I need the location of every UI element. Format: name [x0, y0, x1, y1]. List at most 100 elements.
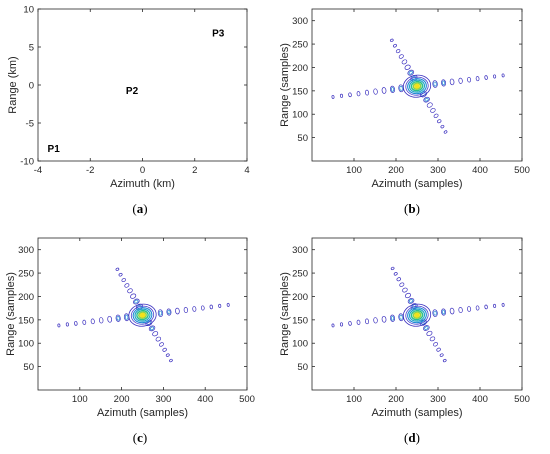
- sidelobe-contour: [183, 306, 189, 314]
- sidelobe-contour: [407, 69, 415, 76]
- sidelobe-contour: [356, 91, 361, 97]
- y-tick-label: 10: [23, 5, 34, 16]
- sidelobe-contour-inner: [424, 97, 429, 102]
- sidelobe-contour: [166, 308, 172, 316]
- sidelobe-contour: [115, 267, 120, 271]
- x-tick-label: 300: [155, 394, 171, 405]
- sidelobe-contour: [475, 305, 480, 311]
- sidelobe-contour: [175, 307, 180, 315]
- mainlobe-contour: [407, 307, 427, 324]
- sidelobe-contour: [348, 92, 352, 98]
- x-tick-label: 100: [346, 394, 362, 405]
- y-tick-label: 200: [18, 292, 34, 303]
- mainlobe-contour: [139, 312, 146, 318]
- sidelobe-contour: [74, 321, 78, 326]
- sidelobe-contour: [399, 282, 405, 287]
- panel-label: (a): [132, 201, 147, 216]
- sidelobe-contour: [65, 322, 69, 327]
- sidelobe-contour-inner: [134, 299, 139, 304]
- x-tick-label: 300: [430, 165, 446, 176]
- sidelobe-contour: [364, 318, 370, 325]
- sidelobe-contour: [390, 85, 396, 93]
- panel-c: 100 200 300 400 500 50 100 150 200 250 300 Azimuth …: [5, 237, 255, 445]
- sidelobe-contour: [364, 89, 370, 96]
- x-tick-label: 100: [346, 165, 362, 176]
- y-tick-label: 150: [292, 86, 308, 97]
- sidelobe-contour: [133, 298, 140, 305]
- sidelobe-contour: [423, 325, 430, 331]
- mainlobe-contour: [132, 307, 153, 324]
- sidelobe-contour: [439, 353, 444, 357]
- sidelobe-contour: [390, 314, 396, 322]
- mainlobe-contour: [410, 80, 424, 92]
- sidelobe-contour: [162, 347, 167, 352]
- sidelobe-contour: [57, 323, 61, 328]
- sidelobe-contour: [404, 64, 411, 70]
- sidelobe-contour: [419, 319, 427, 326]
- x-tick-label: 200: [388, 165, 404, 176]
- point-label-p3: P3: [212, 28, 225, 39]
- mainlobe-contour: [408, 308, 426, 322]
- sidelobe-contour: [381, 87, 387, 94]
- sidelobe-contour: [430, 108, 436, 113]
- x-tick-label: 200: [388, 394, 404, 405]
- y-tick-label: 50: [23, 362, 34, 373]
- sidelobe-contour: [226, 302, 230, 307]
- mainlobe-contour: [412, 82, 422, 90]
- sidelobe-contour: [404, 292, 411, 299]
- sidelobe-contour: [493, 74, 497, 79]
- y-tick-label: 300: [292, 245, 308, 256]
- sidelobe-contour: [115, 314, 121, 322]
- sidelobe-contour-inner: [399, 314, 403, 320]
- y-tick-label: 100: [292, 339, 308, 350]
- y-tick-label: 50: [297, 362, 308, 373]
- sidelobe-contour-inner: [433, 310, 437, 316]
- x-tick-label: 500: [239, 394, 255, 405]
- mainlobe-contour: [134, 308, 151, 322]
- y-tick-label: 250: [292, 269, 308, 280]
- x-tick-label: 500: [514, 394, 530, 405]
- sidelobe-contour: [475, 76, 480, 82]
- y-tick-label: 5: [29, 43, 34, 54]
- mainlobe-contour: [402, 303, 432, 327]
- sidelobe-contour: [398, 313, 404, 322]
- sidelobe-contour-inner: [124, 314, 129, 320]
- sidelobe-contour-inner: [424, 326, 429, 330]
- x-axis-title: Azimuth (samples): [371, 407, 462, 419]
- y-tick-label: 100: [292, 110, 308, 121]
- sidelobe-contour: [484, 75, 488, 80]
- sidelobe-contour-inner: [399, 85, 403, 91]
- sidelobe-contour: [118, 272, 123, 277]
- y-tick-label: 300: [18, 245, 34, 256]
- x-tick-label: 200: [114, 394, 130, 405]
- sidelobe-contour: [436, 347, 441, 352]
- y-tick-label: 150: [292, 315, 308, 326]
- plot-area-b: [311, 8, 523, 162]
- sidelobe-contour: [432, 80, 438, 88]
- mainlobe-contour: [128, 303, 157, 327]
- x-axis-title: Azimuth (samples): [97, 407, 188, 419]
- sidelobe-contour: [107, 315, 113, 323]
- sidelobe-contour-inner: [167, 309, 171, 315]
- sidelobe-contour: [348, 321, 352, 326]
- sidelobe-contour-inner: [442, 80, 446, 86]
- y-axis-title: Range (samples): [5, 272, 17, 356]
- sidelobe-contour: [124, 283, 130, 288]
- mainlobe-contour: [136, 309, 149, 321]
- x-axis-title: Azimuth (samples): [371, 178, 462, 190]
- sidelobe-contour: [407, 298, 415, 304]
- sidelobe-contour: [442, 358, 447, 363]
- sidelobe-contour: [152, 331, 159, 337]
- y-tick-label: 200: [292, 292, 308, 303]
- sidelobe-contour: [339, 93, 344, 98]
- y-axis-title: Range (samples): [279, 272, 291, 356]
- sidelobe-contour: [493, 303, 497, 308]
- sidelobe-contour-inner: [390, 87, 395, 92]
- sidelobe-contour: [484, 304, 488, 310]
- mainlobe-contour: [402, 74, 432, 98]
- sidelobe-contour: [390, 266, 395, 271]
- sidelobe-contour: [90, 318, 95, 325]
- sidelobe-contour: [99, 317, 104, 324]
- sidelobe-contour: [433, 342, 438, 347]
